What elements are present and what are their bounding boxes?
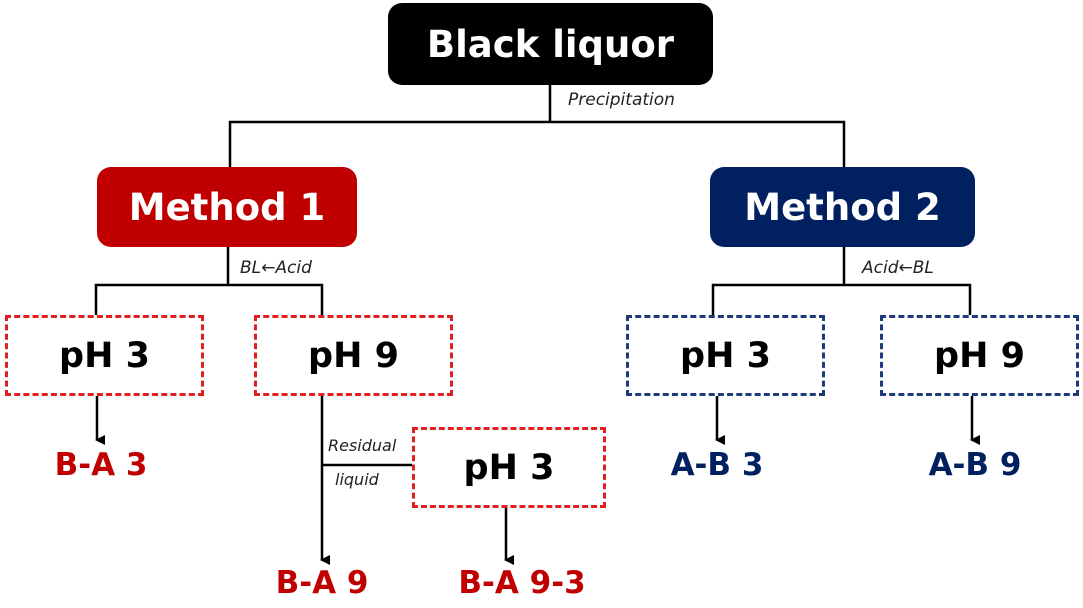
product-b-a-9: B-A 9 (275, 565, 369, 601)
method1-node: Method 1 (97, 167, 357, 247)
root-connector (228, 85, 846, 167)
edge-label-residual: Residual (328, 436, 397, 455)
product-b-a-9-3: B-A 9-3 (458, 565, 586, 601)
method2-node: Method 2 (710, 167, 975, 247)
method1-ph3-node: pH 3 (5, 315, 204, 396)
root-node-black-liquor: Black liquor (388, 3, 713, 85)
method1-connector (94, 247, 324, 315)
edge-label-acid-bl: Acid←BL (862, 258, 934, 278)
method1-ph9-node: pH 9 (254, 315, 453, 396)
edge-label-bl-acid: BL←Acid (240, 258, 312, 278)
edge-label-precipitation: Precipitation (568, 90, 675, 110)
method2-ph3-node: pH 3 (626, 315, 825, 396)
edge-label-liquid: liquid (335, 470, 379, 489)
method2-ph9-node: pH 9 (880, 315, 1079, 396)
product-a-b-3: A-B 3 (670, 447, 764, 483)
method1-ph9-ph3-node: pH 3 (412, 427, 606, 508)
method2-connector (711, 247, 972, 315)
product-b-a-3: B-A 3 (54, 447, 148, 483)
product-a-b-9: A-B 9 (928, 447, 1022, 483)
